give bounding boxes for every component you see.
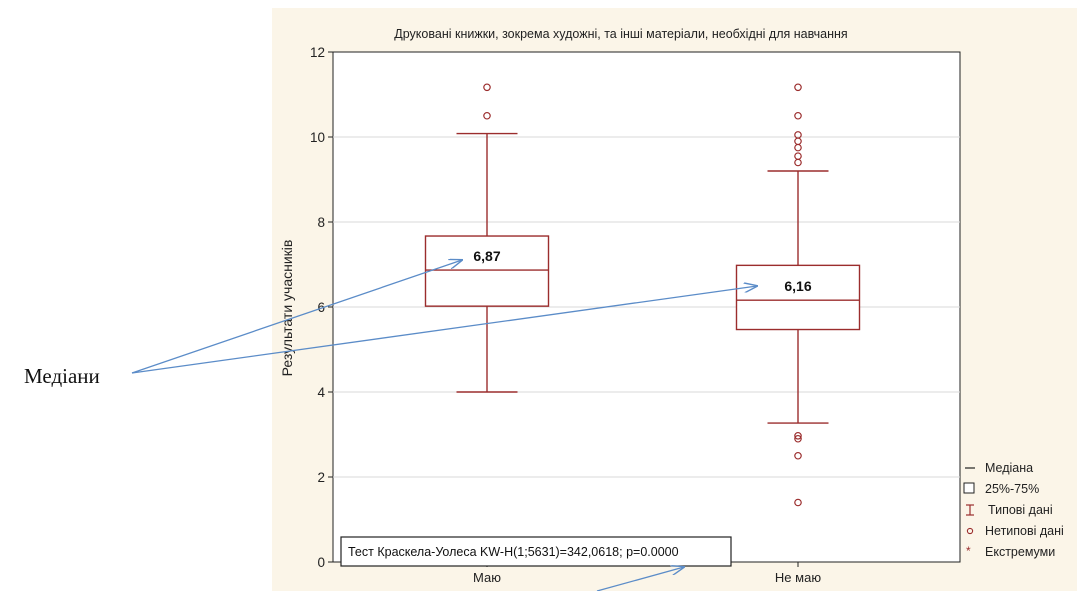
x-tick-label: Не маю <box>775 570 821 585</box>
y-axis-label: Результати учасників <box>279 240 295 377</box>
medians-annotation-label: Медіани <box>24 364 100 388</box>
boxes-layer: 6,87 6,16 <box>424 83 861 507</box>
box-group: 6,16 <box>735 83 861 507</box>
y-tick-label: 4 <box>317 385 325 400</box>
legend-outlier-label: Нетипові дані <box>985 524 1064 538</box>
outlier-point <box>794 111 802 120</box>
outlier-point <box>794 152 802 160</box>
y-tick-label: 8 <box>317 215 325 230</box>
legend-outlier-swatch <box>966 527 974 535</box>
median-value-label: 6,87 <box>473 248 500 264</box>
y-tick-label: 2 <box>317 470 325 485</box>
iqr-box <box>735 264 861 331</box>
y-tick-label: 12 <box>310 45 325 60</box>
outlier-point <box>794 431 802 440</box>
median-value-label: 6,16 <box>784 278 811 294</box>
legend-whisker-label: Типові дані <box>988 503 1053 517</box>
outlier-point <box>794 434 802 443</box>
outlier-point <box>794 451 802 460</box>
test-statistic-box <box>340 536 732 567</box>
test-statistic-label: Тест Краскела-Уолеса KW-H(1;5631)=342,06… <box>348 545 679 559</box>
x-tick-label: Маю <box>473 570 501 585</box>
y-tick-label: 10 <box>310 130 325 145</box>
annotation-arrow-left-median <box>131 260 462 374</box>
legend-median-label: Медіана <box>985 461 1033 475</box>
y-axis-ticks: 0 2 4 6 8 10 12 <box>310 45 333 570</box>
legend-box-label: 25%-75% <box>985 482 1039 496</box>
y-tick-label: 6 <box>317 300 325 315</box>
legend-extreme-label: Екстремуми <box>985 545 1055 559</box>
box-group: 6,87 <box>424 83 550 393</box>
chart-title: Друковані книжки, зокрема художні, та ін… <box>394 27 847 41</box>
legend-whisker-swatch <box>966 504 974 516</box>
outlier-point <box>794 498 802 507</box>
y-tick-label: 0 <box>317 555 325 570</box>
outlier-point <box>794 83 802 92</box>
legend: Медіана 25%-75% Типові дані Нетипові дан… <box>963 461 1064 559</box>
outlier-point <box>483 111 491 120</box>
legend-extreme-swatch: * <box>966 544 971 558</box>
outlier-point <box>483 83 491 92</box>
annotation-arrow-test <box>596 567 684 592</box>
legend-box-swatch <box>963 482 975 494</box>
x-axis-ticks: Маю Не маю <box>473 562 821 585</box>
outlier-point <box>794 131 802 139</box>
annotation-arrow-right-median <box>131 286 757 374</box>
iqr-box <box>424 235 550 307</box>
